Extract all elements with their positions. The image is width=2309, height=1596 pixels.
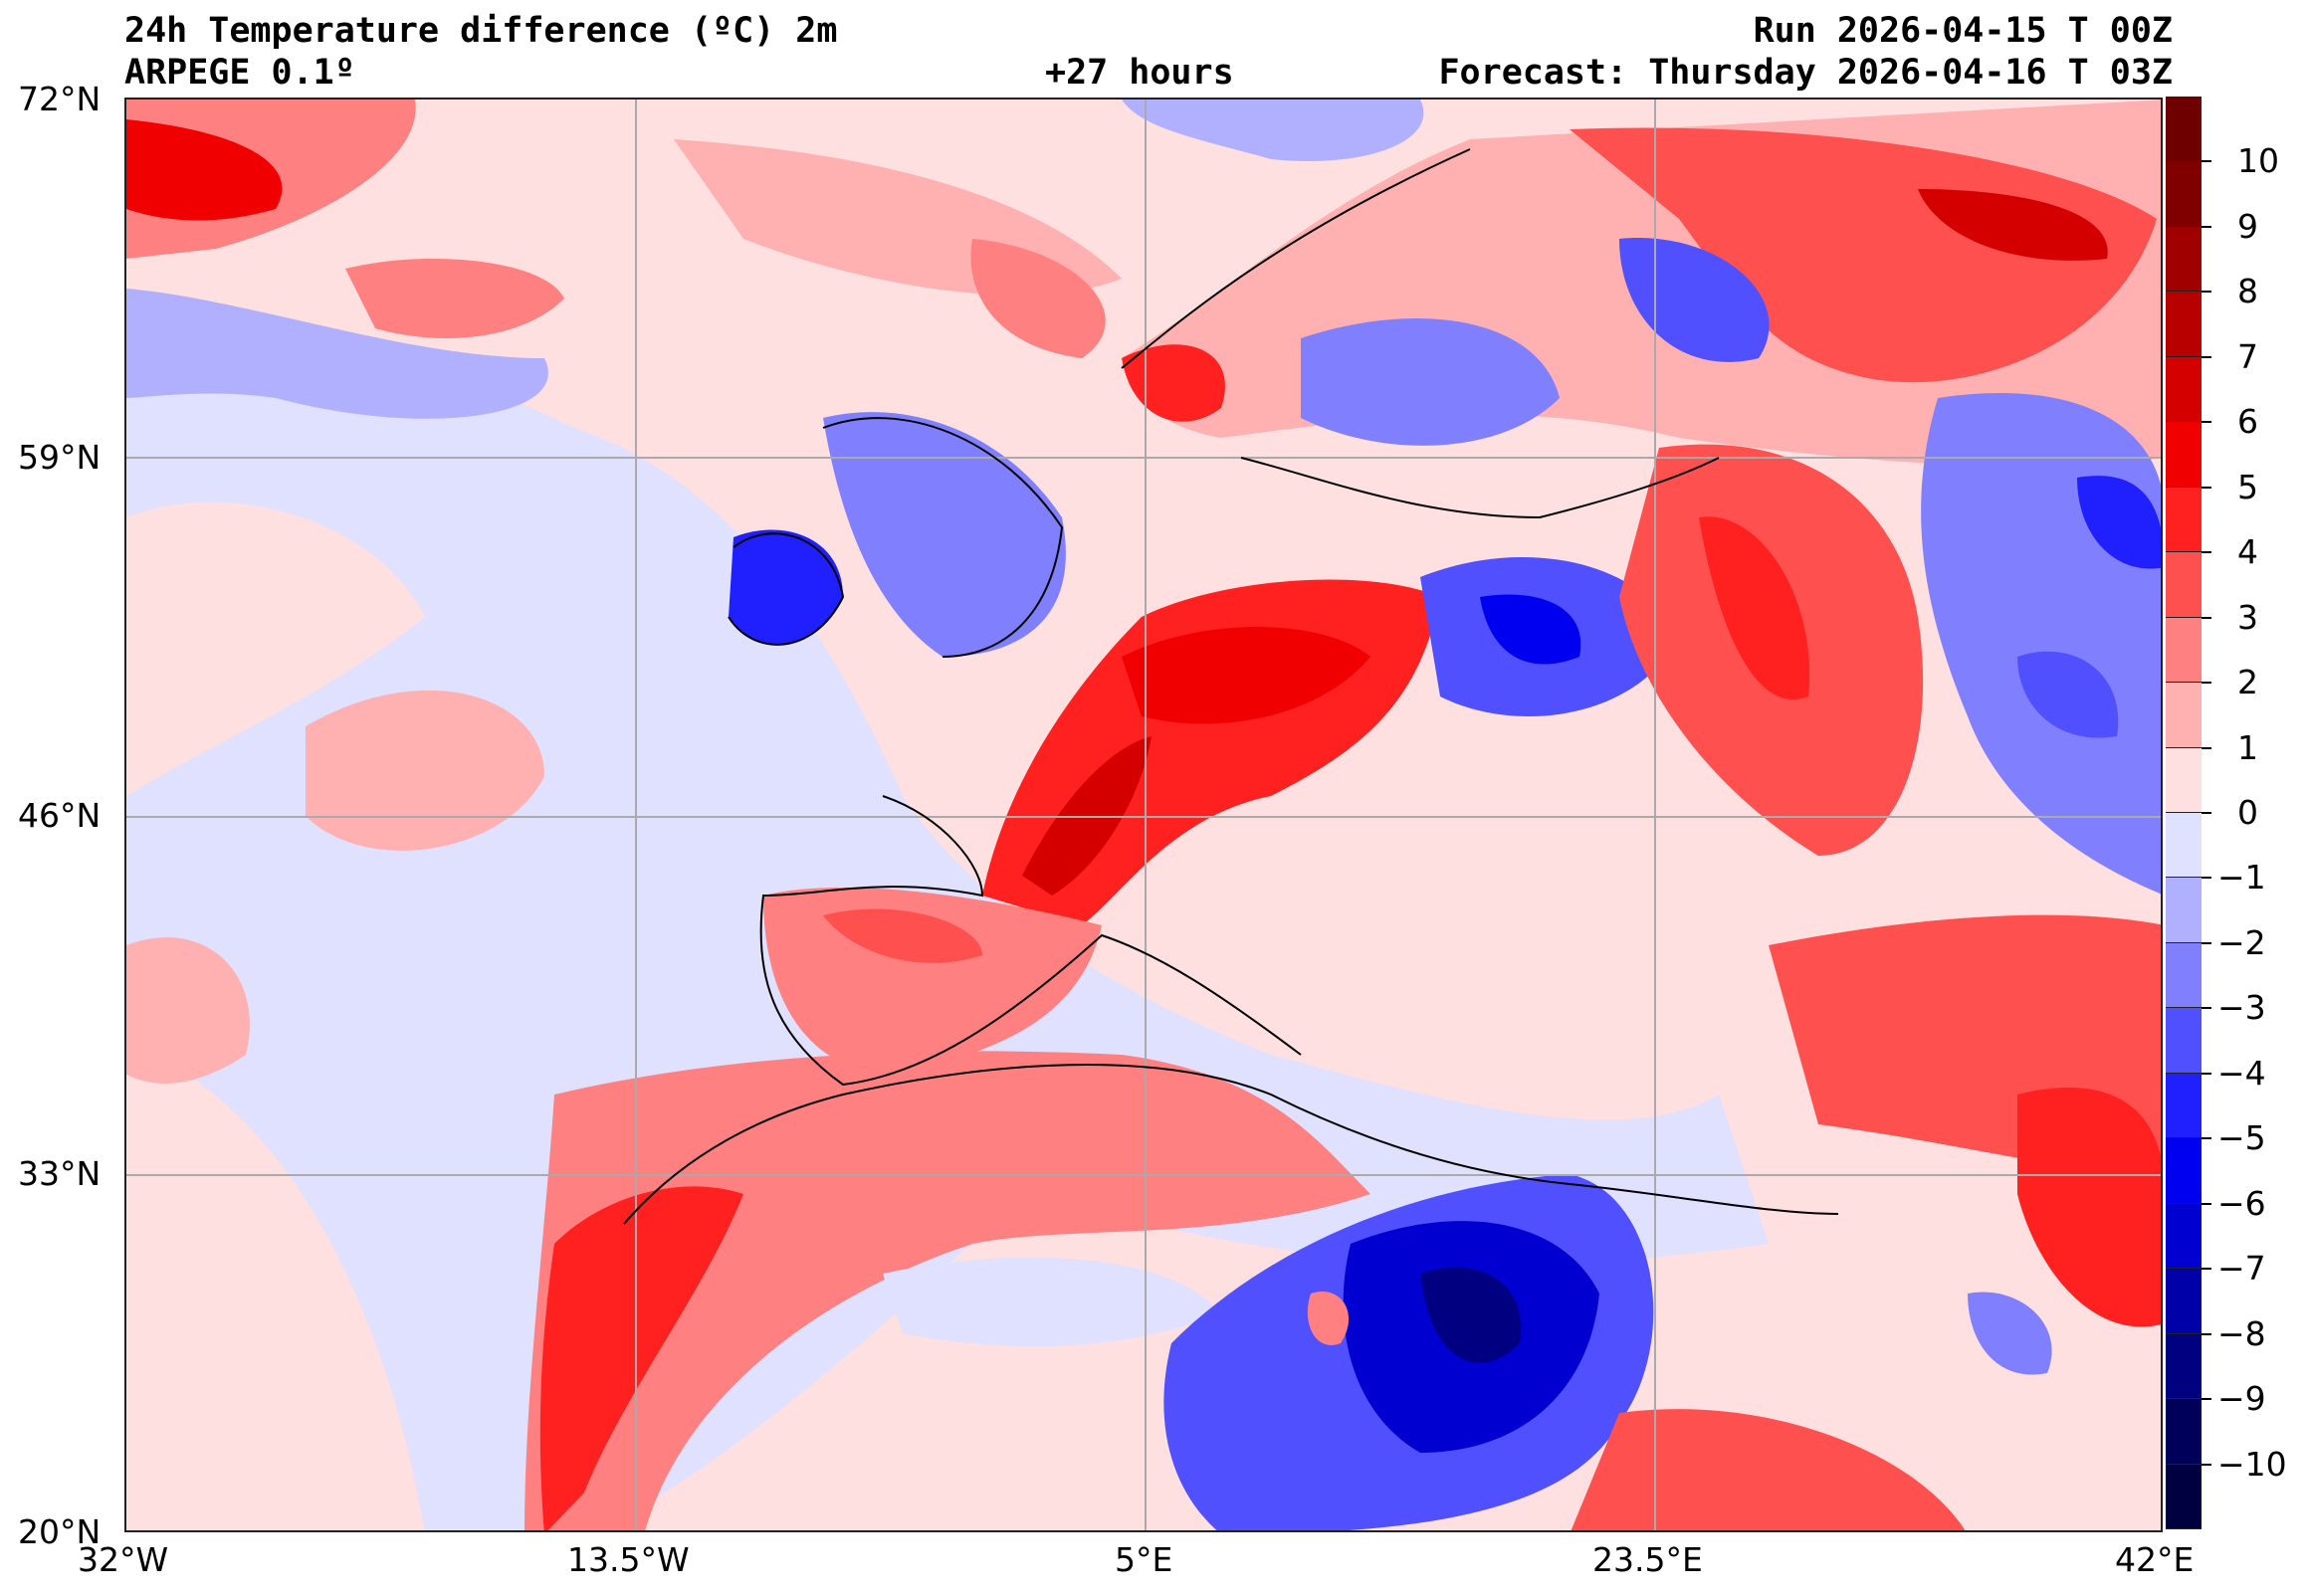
colorbar-tick xyxy=(2202,486,2211,489)
lon-tick-32w: 32°W xyxy=(78,1540,169,1579)
colorbar-bin xyxy=(2166,487,2202,553)
colorbar-bin xyxy=(2166,161,2202,227)
colorbar-label: 3 xyxy=(2237,597,2258,637)
colorbar-tick xyxy=(2202,1202,2211,1205)
lon-tick-5e: 5°E xyxy=(1115,1540,1173,1579)
colorbar-label: −3 xyxy=(2217,988,2266,1028)
colorbar-label: −5 xyxy=(2217,1118,2266,1158)
colorbar-label: −4 xyxy=(2217,1053,2266,1093)
colorbar-bin xyxy=(2166,226,2202,293)
colorbar-label: 0 xyxy=(2237,793,2258,832)
colorbar-bin xyxy=(2166,1333,2202,1400)
colorbar-bin xyxy=(2166,617,2202,684)
colorbar-label: −10 xyxy=(2217,1444,2287,1484)
lat-tick-33n: 33°N xyxy=(18,1154,102,1193)
run-time: Run 2026-04-15 T 00Z xyxy=(1753,11,2173,51)
lead-time: +27 hours xyxy=(1045,53,1234,93)
colorbar-tick xyxy=(2202,355,2211,358)
graticule xyxy=(126,100,2161,1530)
colorbar-label: −6 xyxy=(2217,1183,2266,1223)
colorbar-label: 1 xyxy=(2237,727,2258,767)
colorbar-bin xyxy=(2166,356,2202,423)
lat-tick-59n: 59°N xyxy=(18,438,102,477)
colorbar-tick xyxy=(2202,551,2211,554)
colorbar-label: 9 xyxy=(2237,206,2258,246)
colorbar-bin xyxy=(2166,292,2202,357)
lat-tick-20n: 20°N xyxy=(18,1512,102,1551)
lon-tick-13-5w: 13.5°W xyxy=(567,1540,690,1579)
lat-tick-46n: 46°N xyxy=(18,796,102,835)
colorbar-tick xyxy=(2202,160,2211,163)
colorbar-label: 8 xyxy=(2237,272,2258,311)
colorbar-bin xyxy=(2166,1464,2202,1529)
colorbar-bin xyxy=(2166,1138,2202,1204)
lat-tick-72n: 72°N xyxy=(18,80,102,118)
map-title: 24h Temperature difference (ºC) 2m xyxy=(124,11,838,51)
colorbar-tick xyxy=(2202,682,2211,685)
colorbar-tick xyxy=(2202,877,2211,880)
colorbar xyxy=(2166,97,2202,1529)
lon-tick-42e: 42°E xyxy=(2115,1540,2195,1579)
colorbar-bin xyxy=(2166,1269,2202,1334)
lon-tick-23-5e: 23.5°E xyxy=(1592,1540,1703,1579)
colorbar-tick xyxy=(2202,1463,2211,1466)
temperature-difference-map xyxy=(124,98,2163,1532)
colorbar-label: −1 xyxy=(2217,858,2266,898)
colorbar-label: 10 xyxy=(2237,141,2279,181)
colorbar-tick xyxy=(2202,1268,2211,1271)
colorbar-bin xyxy=(2166,942,2202,1009)
colorbar-tick xyxy=(2202,616,2211,619)
colorbar-label: −8 xyxy=(2217,1313,2266,1353)
colorbar-label: 2 xyxy=(2237,663,2258,702)
colorbar-bin xyxy=(2166,422,2202,488)
colorbar-label: 6 xyxy=(2237,402,2258,442)
colorbar-label: −2 xyxy=(2217,922,2266,962)
colorbar-bin xyxy=(2166,878,2202,943)
colorbar-tick xyxy=(2202,941,2211,944)
colorbar-bin xyxy=(2166,1008,2202,1074)
model-name: ARPEGE 0.1º xyxy=(124,53,355,93)
colorbar-label: 4 xyxy=(2237,532,2258,572)
colorbar-label: 7 xyxy=(2237,336,2258,376)
colorbar-bin xyxy=(2166,747,2202,813)
contour-field xyxy=(126,100,2161,1530)
colorbar-bin xyxy=(2166,683,2202,748)
colorbar-bin xyxy=(2166,552,2202,618)
colorbar-tick xyxy=(2202,1137,2211,1140)
colorbar-tick xyxy=(2202,1072,2211,1075)
colorbar-tick xyxy=(2202,421,2211,424)
colorbar-tick xyxy=(2202,1332,2211,1335)
colorbar-bin xyxy=(2166,1399,2202,1465)
colorbar-bin xyxy=(2166,1073,2202,1139)
colorbar-tick xyxy=(2202,291,2211,294)
colorbar-label: −9 xyxy=(2217,1379,2266,1419)
coastlines xyxy=(623,148,1839,1225)
colorbar-bin xyxy=(2166,97,2202,162)
colorbar-tick xyxy=(2202,812,2211,814)
colorbar-tick xyxy=(2202,1007,2211,1010)
forecast-valid-time: Forecast: Thursday 2026-04-16 T 03Z xyxy=(1438,53,2173,93)
colorbar-tick xyxy=(2202,225,2211,228)
colorbar-bin xyxy=(2166,813,2202,879)
colorbar-label: 5 xyxy=(2237,467,2258,506)
colorbar-bin xyxy=(2166,1203,2202,1270)
colorbar-tick xyxy=(2202,746,2211,749)
colorbar-label: −7 xyxy=(2217,1249,2266,1289)
colorbar-tick xyxy=(2202,1398,2211,1401)
